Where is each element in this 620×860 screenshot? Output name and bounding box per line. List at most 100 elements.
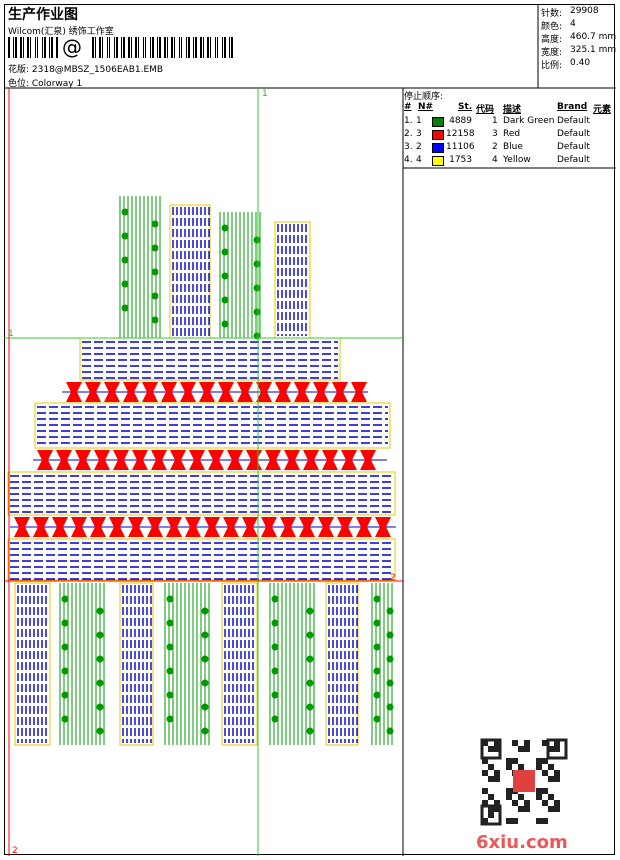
stat-label: 针数:: [541, 9, 563, 19]
dot: [121, 256, 129, 264]
bow: [147, 517, 163, 537]
colorway: 色位: Colorway 1: [8, 79, 83, 89]
dot: [96, 703, 104, 711]
dot: [166, 691, 174, 699]
bow: [275, 382, 291, 402]
bow: [299, 517, 315, 537]
barcode-bar: [51, 37, 53, 58]
row-index: 1.: [404, 116, 413, 126]
bow: [113, 450, 129, 470]
dot: [221, 296, 229, 304]
barcode-bar: [15, 37, 17, 58]
watermark: 6xiu.com: [476, 832, 568, 853]
dot: [271, 595, 279, 603]
qr-cell: [542, 818, 548, 824]
bow: [341, 450, 357, 470]
bow: [218, 382, 234, 402]
barcode-bar: [215, 37, 216, 58]
table-header: Brand: [557, 102, 588, 112]
stat-label: 颜色:: [541, 22, 563, 32]
qr-cell: [548, 806, 554, 812]
bow: [56, 450, 72, 470]
qr-cell: [488, 764, 494, 770]
qr-cell: [506, 758, 512, 764]
qr-cell: [542, 770, 548, 776]
bow: [313, 382, 329, 402]
bow: [123, 382, 139, 402]
qr-cell: [536, 788, 542, 794]
qr-cell: [494, 746, 500, 752]
barcode-bar: [193, 37, 194, 58]
dot: [271, 715, 279, 723]
bow: [294, 382, 310, 402]
dot: [61, 691, 69, 699]
row-description: Red: [503, 129, 521, 139]
barcode-bar: [138, 37, 139, 58]
barcode-bar: [23, 37, 24, 58]
barcode-bar: [229, 37, 230, 58]
qr-cell: [554, 770, 560, 776]
dot: [201, 607, 209, 615]
qr-cell: [494, 800, 500, 806]
dot: [373, 691, 381, 699]
qr-cell: [512, 818, 518, 824]
dot: [166, 715, 174, 723]
barcode-bar: [159, 37, 161, 58]
row-code: 2: [492, 142, 498, 152]
dot: [201, 655, 209, 663]
table-title: 停止顺序:: [404, 92, 444, 102]
block-outline: [119, 582, 154, 746]
bow: [142, 382, 158, 402]
bow: [265, 450, 281, 470]
row-description: Blue: [503, 142, 523, 152]
dot: [61, 643, 69, 651]
barcode-bar: [121, 37, 122, 58]
bow: [360, 450, 376, 470]
block-outline: [221, 582, 258, 746]
dot: [386, 607, 394, 615]
dot: [306, 655, 314, 663]
dot: [151, 316, 159, 324]
barcode-bar: [20, 37, 22, 58]
barcode-bar: [188, 37, 190, 58]
design-file: 花版: 2318@MBSZ_1506EAB1.EMB: [8, 65, 164, 75]
tier-outline: [7, 471, 396, 516]
bow: [132, 450, 148, 470]
bow: [356, 517, 372, 537]
dot: [96, 631, 104, 639]
qr-cell: [494, 740, 500, 746]
dot: [386, 631, 394, 639]
bow: [375, 517, 391, 537]
dot: [253, 284, 261, 292]
bow: [322, 450, 338, 470]
dot: [151, 268, 159, 276]
barcode-bar: [95, 37, 96, 58]
qr-cell: [494, 776, 500, 782]
barcode-text: @: [62, 35, 82, 59]
barcode-bar: [114, 37, 115, 58]
qr-cell: [482, 770, 488, 776]
stat-label: 高度:: [541, 35, 563, 45]
stat-value: 460.7 mm: [570, 32, 617, 42]
dot: [61, 715, 69, 723]
qr-cell: [512, 740, 518, 746]
bow: [104, 382, 120, 402]
qr-finder: [546, 738, 568, 760]
table-header: 元素: [593, 105, 612, 115]
qr-cell: [482, 758, 488, 764]
barcode-bar: [210, 37, 211, 58]
dot: [166, 595, 174, 603]
row-needle: 4: [416, 155, 422, 165]
dot: [386, 679, 394, 687]
barcode-bar: [8, 37, 10, 58]
table-header: St.: [458, 102, 473, 112]
bow: [261, 517, 277, 537]
dot: [253, 308, 261, 316]
barcode-bar: [49, 37, 50, 58]
barcode-bar: [186, 37, 187, 58]
row-stitches: 11106: [446, 142, 475, 152]
barcode-bar: [157, 37, 158, 58]
stat-value: 29908: [570, 6, 599, 16]
dot: [271, 691, 279, 699]
